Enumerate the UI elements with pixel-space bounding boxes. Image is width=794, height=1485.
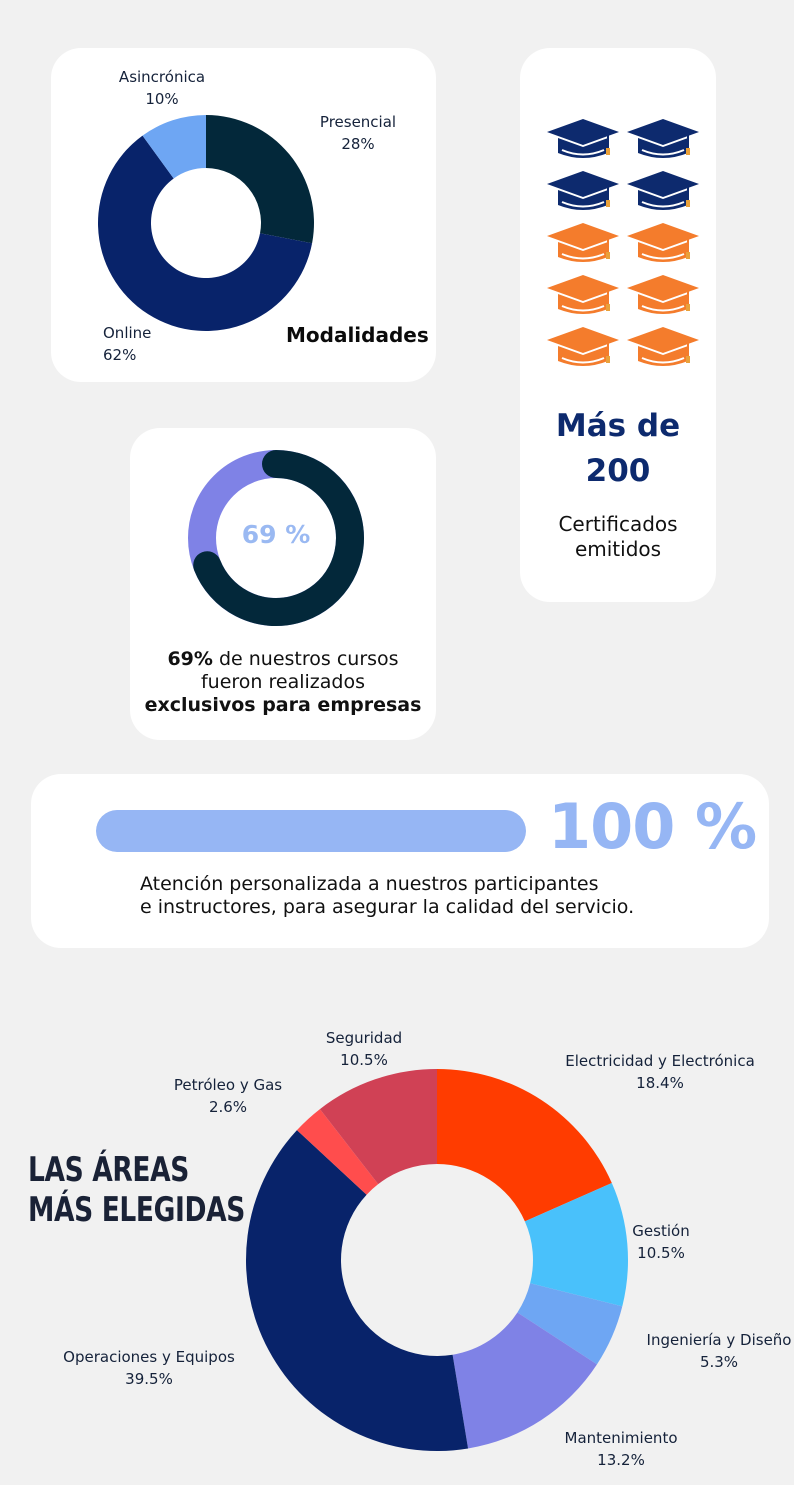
graduation-cap-icon xyxy=(627,327,699,366)
graduation-caps-grid xyxy=(545,117,705,371)
atencion-percent: 100 % xyxy=(548,790,757,863)
label-ingenieria: Ingeniería y Diseño 5.3% xyxy=(646,1331,792,1371)
empresas-description: 69% de nuestros cursos fueron realizados… xyxy=(130,648,436,717)
atencion-card xyxy=(31,774,769,948)
label-seguridad: Seguridad 10.5% xyxy=(325,1029,403,1069)
ring-value xyxy=(193,450,364,626)
slice-seguridad xyxy=(319,1069,437,1185)
slice-online xyxy=(97,135,313,331)
atencion-progress-bar xyxy=(96,810,526,852)
label-petroleo: Petróleo y Gas 2.6% xyxy=(173,1076,283,1116)
headline-line2: 200 xyxy=(585,453,651,489)
label-electricidad: Electricidad y Electrónica 18.4% xyxy=(565,1052,755,1092)
graduation-cap-icon xyxy=(627,119,699,158)
atencion-description: Atención personalizada a nuestros partic… xyxy=(140,873,634,919)
empresas-rest: de nuestros cursos xyxy=(212,648,399,670)
graduation-cap-icon xyxy=(627,275,699,314)
graduation-cap-icon xyxy=(547,171,619,210)
slice-electricidad xyxy=(437,1069,612,1222)
slice-asincronica xyxy=(142,115,206,179)
headline-line1: Más de xyxy=(555,408,681,444)
label-asincronica: Asincrónica 10% xyxy=(118,68,206,108)
graduation-cap-icon xyxy=(547,327,619,366)
label-operaciones: Operaciones y Equipos 39.5% xyxy=(63,1348,235,1388)
graduation-cap-icon xyxy=(627,223,699,262)
atencion-progress-fill xyxy=(96,810,526,852)
label-mantenimiento: Mantenimiento 13.2% xyxy=(564,1429,678,1469)
empresas-percent-label: 69 % xyxy=(241,520,311,549)
certificados-headline: Más de 200 xyxy=(520,404,716,494)
empresas-bold-end: exclusivos para empresas xyxy=(144,694,422,716)
empresas-card xyxy=(130,428,436,740)
slice-gestion xyxy=(524,1183,628,1307)
areas-title-line1: LAS ÁREAS xyxy=(28,1150,189,1190)
graduation-cap-icon xyxy=(547,223,619,262)
label-gestion: Gestión 10.5% xyxy=(632,1222,690,1262)
empresas-line2: fueron realizados xyxy=(200,671,365,693)
graduation-cap-icon xyxy=(627,171,699,210)
atencion-line2: e instructores, para asegurar la calidad… xyxy=(140,896,635,918)
slice-operaciones xyxy=(246,1130,469,1452)
label-presencial: Presencial 28% xyxy=(319,113,397,153)
slice-presencial xyxy=(206,115,315,244)
slice-mantenimiento xyxy=(452,1312,597,1449)
slice-ingenieria xyxy=(517,1283,623,1365)
sub-line1: Certificados xyxy=(558,512,678,536)
graduation-cap-icon xyxy=(547,275,619,314)
sub-line2: emitidos xyxy=(574,537,662,561)
areas-title-line2: MÁS ELEGIDAS xyxy=(28,1190,245,1230)
graduation-cap-icon xyxy=(547,119,619,158)
certificados-subtitle: Certificados emitidos xyxy=(520,512,716,562)
areas-title: LAS ÁREAS MÁS ELEGIDAS xyxy=(28,1150,245,1230)
slice-petroleo xyxy=(296,1109,379,1195)
label-online: Online 62% xyxy=(103,324,152,364)
empresas-bold-start: 69% xyxy=(167,648,213,670)
modalidades-title: Modalidades xyxy=(286,323,429,347)
atencion-line1: Atención personalizada a nuestros partic… xyxy=(140,873,599,895)
